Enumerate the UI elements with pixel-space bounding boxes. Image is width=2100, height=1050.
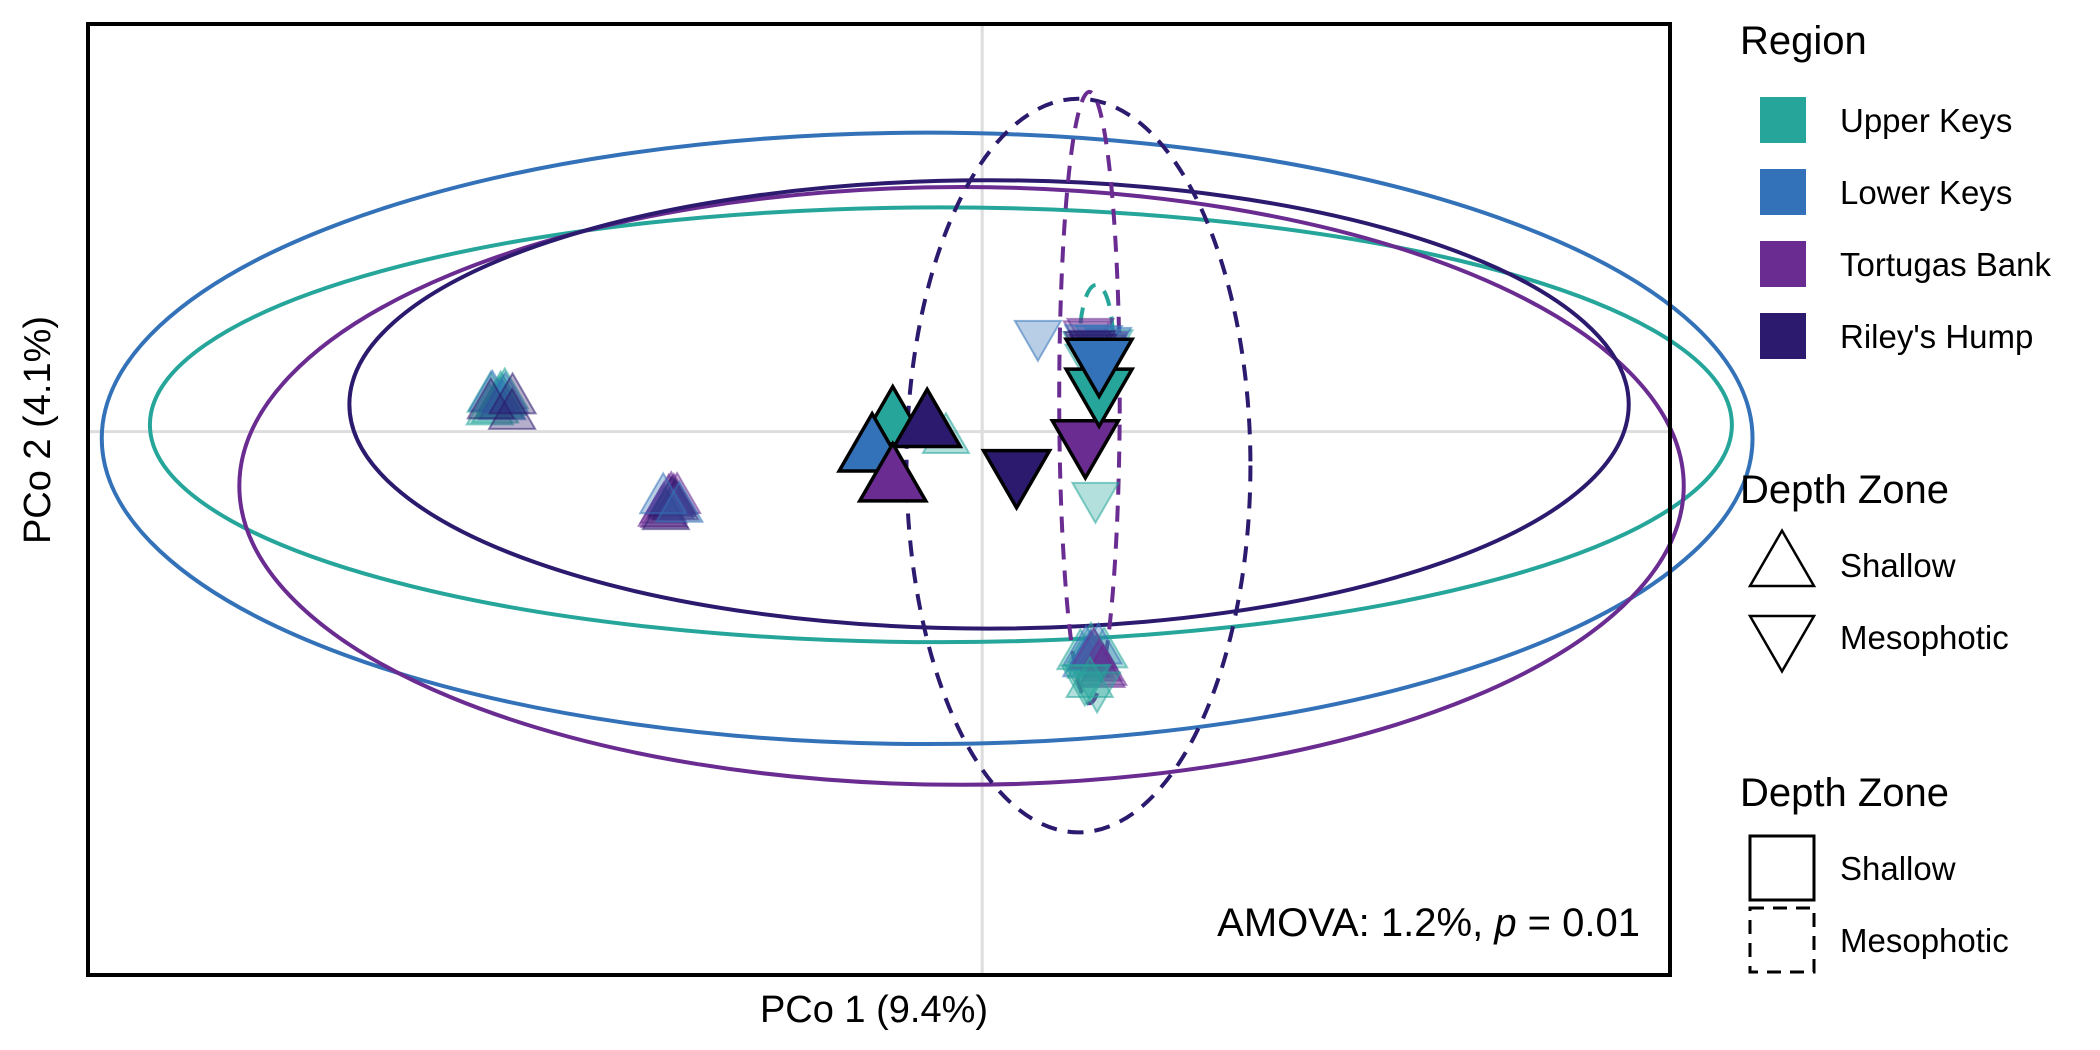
- centroid-tortugas-bank-mesophotic: [1049, 418, 1122, 482]
- point-lower-keys-shallow: [638, 471, 688, 515]
- ellipse-tortugas-bank-shallow: [237, 185, 1686, 787]
- centroid-lower-keys-mesophotic: [1063, 337, 1136, 400]
- legend-label-lower-keys: Lower Keys: [1840, 174, 2012, 211]
- ellipse-upper-keys-shallow: [147, 205, 1734, 645]
- legend-shape-title: Depth Zone: [1740, 468, 1949, 512]
- centroid-riley-s-hump-shallow: [891, 385, 964, 449]
- point-upper-keys-shallow: [1064, 655, 1115, 699]
- legend-region-title: Region: [1740, 19, 1867, 63]
- legend-linetype-mesophotic: [1748, 906, 1816, 974]
- legend-swatch-upper-keys: [1760, 97, 1806, 143]
- legend-linetype-shallow: [1748, 834, 1816, 902]
- point-lower-keys-shallow: [1073, 621, 1124, 665]
- legend-region-keys: Upper Keys Lower Keys Tortugas Bank Riley's…: [1760, 97, 2051, 359]
- ellipse-riley-s-hump-shallow: [347, 178, 1631, 631]
- centroid-tortugas-bank-shallow: [856, 440, 929, 503]
- annotation-prefix: AMOVA: 1.2%,: [1217, 901, 1494, 945]
- legend-swatch-tortugas-bank: [1760, 241, 1806, 287]
- legend-label-tortugas-bank: Tortugas Bank: [1840, 246, 2051, 283]
- plot-panel-border: [86, 22, 1672, 977]
- legend-label-riley-s-hump: Riley's Hump: [1840, 318, 2033, 355]
- centroid-riley-s-hump-mesophotic: [980, 448, 1053, 512]
- legend-swatch-riley-s-hump: [1760, 313, 1806, 359]
- legend-shape-shallow: [1747, 528, 1817, 588]
- legend-linetype-keys: Shallow Mesophotic: [1748, 834, 2009, 974]
- annotation-amova: AMOVA: 1.2%, p = 0.01: [1217, 901, 1640, 945]
- x-axis-title: PCo 1 (9.4%): [760, 989, 988, 1031]
- legend-linetype-title: Depth Zone: [1740, 771, 1949, 815]
- point-lower-keys-mesophotic: [1013, 319, 1063, 363]
- point-riley-s-hump-shallow: [487, 371, 538, 415]
- legend-shape-label-shallow: Shallow: [1840, 547, 1956, 584]
- y-axis-title: PCo 2 (4.1%): [17, 316, 59, 544]
- annotation-suffix: = 0.01: [1517, 901, 1640, 945]
- legend-label-upper-keys: Upper Keys: [1840, 102, 2012, 139]
- point-upper-keys-mesophotic: [1070, 481, 1121, 525]
- legend-shape-keys: Shallow Mesophotic: [1747, 528, 2009, 674]
- point-upper-keys-mesophotic: [1072, 671, 1122, 715]
- annotation-p: p: [1493, 901, 1516, 945]
- point-tortugas-bank-shallow: [1068, 626, 1119, 670]
- legend-linetype-label-mesophotic: Mesophotic: [1840, 922, 2009, 959]
- legend-swatch-lower-keys: [1760, 169, 1806, 215]
- centroid-layer: [836, 337, 1136, 512]
- ellipse-layer: [99, 89, 1755, 835]
- ellipse-lower-keys-shallow: [99, 130, 1755, 747]
- legend-shape-mesophotic: [1747, 614, 1817, 674]
- legend-linetype-label-shallow: Shallow: [1840, 850, 1956, 887]
- point-riley-s-hump-shallow: [466, 376, 516, 420]
- legend-shape-label-mesophotic: Mesophotic: [1840, 619, 2009, 656]
